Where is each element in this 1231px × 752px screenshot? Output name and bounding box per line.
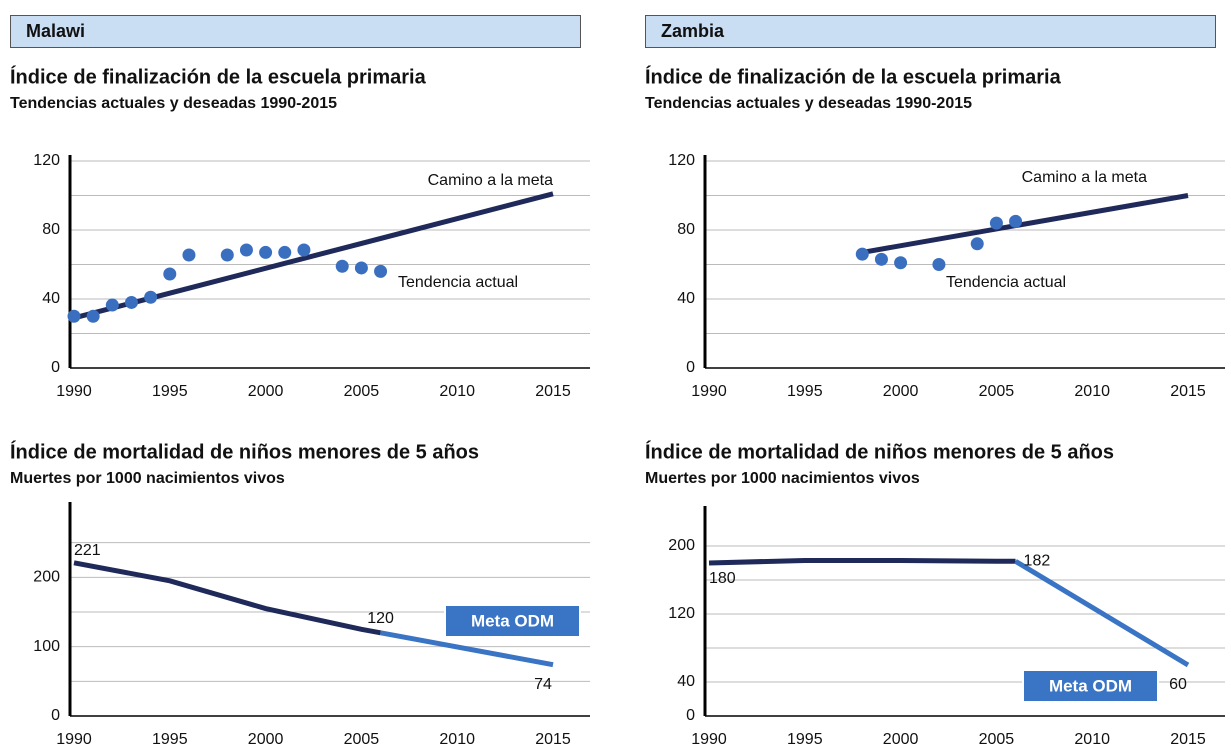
chart: Índice de mortalidad de niños menores de… bbox=[10, 440, 590, 748]
y-tick-label: 120 bbox=[668, 152, 695, 169]
y-tick-label: 120 bbox=[668, 605, 695, 622]
x-tick-label: 2015 bbox=[1170, 731, 1206, 748]
x-tick-label: 2010 bbox=[439, 731, 475, 748]
value-label: 74 bbox=[534, 676, 552, 693]
y-tick-label: 120 bbox=[33, 152, 60, 169]
value-label: 60 bbox=[1169, 676, 1187, 693]
data-point bbox=[970, 237, 984, 251]
x-tick-label: 2010 bbox=[1074, 383, 1110, 400]
x-tick-label: 2005 bbox=[344, 383, 380, 400]
goal-line bbox=[861, 193, 1189, 255]
data-point bbox=[239, 243, 253, 257]
data-point bbox=[297, 243, 311, 257]
chart: Índice de finalización de la escuela pri… bbox=[645, 65, 1225, 400]
x-tick-label: 1995 bbox=[787, 383, 823, 400]
data-point bbox=[86, 309, 100, 323]
chart: Índice de mortalidad de niños menores de… bbox=[645, 440, 1225, 748]
series-line bbox=[1014, 559, 1190, 668]
x-tick-label: 2010 bbox=[1074, 731, 1110, 748]
data-point bbox=[278, 245, 292, 259]
value-label: 182 bbox=[1024, 553, 1051, 570]
x-tick-label: 2000 bbox=[883, 731, 919, 748]
x-tick-label: 1995 bbox=[152, 383, 188, 400]
data-point bbox=[124, 295, 138, 309]
y-tick-label: 40 bbox=[677, 673, 695, 690]
data-point bbox=[354, 261, 368, 275]
annotation: Camino a la meta bbox=[428, 172, 553, 189]
annotation: Meta ODM bbox=[1049, 676, 1132, 695]
data-point bbox=[144, 290, 158, 304]
y-tick-label: 200 bbox=[668, 537, 695, 554]
x-tick-label: 1990 bbox=[56, 731, 92, 748]
data-point bbox=[374, 264, 388, 278]
y-tick-label: 0 bbox=[51, 359, 60, 376]
panel-title: Malawi bbox=[26, 21, 85, 41]
data-point bbox=[1009, 214, 1023, 228]
chart-subtitle: Tendencias actuales y deseadas 1990-2015 bbox=[645, 95, 972, 112]
x-tick-label: 2005 bbox=[979, 731, 1015, 748]
x-tick-label: 2005 bbox=[344, 731, 380, 748]
x-tick-label: 1995 bbox=[787, 731, 823, 748]
chart-title: Índice de mortalidad de niños menores de… bbox=[645, 440, 1114, 463]
y-tick-label: 80 bbox=[677, 221, 695, 238]
data-point bbox=[335, 259, 349, 273]
x-tick-label: 2000 bbox=[248, 731, 284, 748]
series-line bbox=[380, 630, 554, 668]
data-point bbox=[163, 267, 177, 281]
x-tick-label: 2015 bbox=[535, 731, 571, 748]
x-tick-label: 2000 bbox=[883, 383, 919, 400]
y-tick-label: 40 bbox=[42, 290, 60, 307]
panel-title: Zambia bbox=[661, 21, 725, 41]
x-tick-label: 1990 bbox=[691, 383, 727, 400]
x-tick-label: 2015 bbox=[535, 383, 571, 400]
annotation: Meta ODM bbox=[471, 611, 554, 630]
chart: Índice de finalización de la escuela pri… bbox=[10, 65, 590, 400]
x-tick-label: 2005 bbox=[979, 383, 1015, 400]
data-point bbox=[894, 256, 908, 270]
chart-title: Índice de finalización de la escuela pri… bbox=[645, 65, 1062, 88]
data-point bbox=[220, 248, 234, 262]
annotation: Tendencia actual bbox=[398, 274, 518, 291]
annotation: Camino a la meta bbox=[1022, 169, 1147, 186]
y-tick-label: 80 bbox=[42, 221, 60, 238]
data-point bbox=[855, 247, 869, 261]
y-tick-label: 200 bbox=[33, 569, 60, 586]
x-tick-label: 1990 bbox=[56, 383, 92, 400]
series-line bbox=[708, 557, 1016, 566]
x-tick-label: 2015 bbox=[1170, 383, 1206, 400]
y-tick-label: 100 bbox=[33, 638, 60, 655]
annotation-box bbox=[1022, 669, 1159, 703]
annotation-box bbox=[444, 604, 581, 638]
data-point bbox=[874, 252, 888, 266]
panel-header bbox=[10, 15, 581, 48]
chart-subtitle: Muertes por 1000 nacimientos vivos bbox=[645, 470, 920, 487]
y-tick-label: 0 bbox=[686, 359, 695, 376]
value-label: 180 bbox=[709, 570, 736, 587]
data-point bbox=[259, 245, 273, 259]
chart-subtitle: Muertes por 1000 nacimientos vivos bbox=[10, 470, 285, 487]
series-line bbox=[73, 560, 382, 636]
data-point bbox=[932, 258, 946, 271]
chart-title: Índice de finalización de la escuela pri… bbox=[10, 65, 427, 88]
y-tick-label: 40 bbox=[677, 290, 695, 307]
data-point bbox=[105, 298, 119, 312]
x-tick-label: 1995 bbox=[152, 731, 188, 748]
annotation: Tendencia actual bbox=[946, 274, 1066, 291]
x-tick-label: 2010 bbox=[439, 383, 475, 400]
x-tick-label: 2000 bbox=[248, 383, 284, 400]
value-label: 120 bbox=[367, 610, 394, 627]
chart-subtitle: Tendencias actuales y deseadas 1990-2015 bbox=[10, 95, 337, 112]
panel-header bbox=[645, 15, 1216, 48]
data-point bbox=[67, 309, 81, 323]
data-point bbox=[182, 248, 196, 262]
x-tick-label: 1990 bbox=[691, 731, 727, 748]
y-tick-label: 0 bbox=[686, 707, 695, 724]
y-tick-label: 0 bbox=[51, 707, 60, 724]
value-label: 221 bbox=[74, 542, 101, 559]
data-point bbox=[989, 216, 1003, 230]
chart-title: Índice de mortalidad de niños menores de… bbox=[10, 440, 479, 463]
